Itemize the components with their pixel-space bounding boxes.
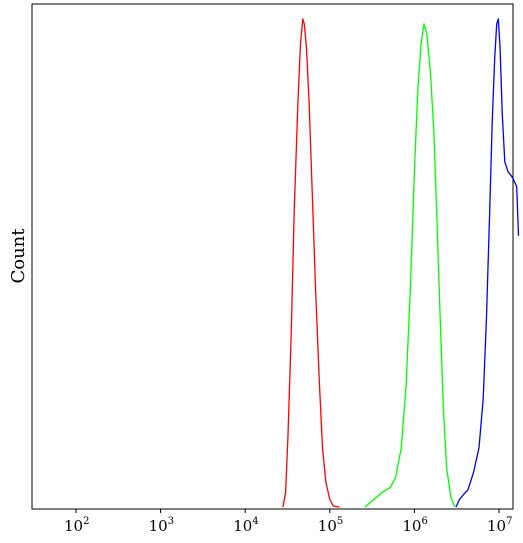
series-line-0 [282,18,340,508]
x-axis-tick-labels: 102 103 104 105 106 107 [64,516,512,535]
x-tick-label-0: 102 [64,516,89,535]
y-axis-label: Count [8,228,29,284]
x-tick-label-1: 103 [149,516,174,535]
series-line-1 [364,23,456,508]
x-tick-label-5: 107 [487,516,512,535]
x-tick-label-3: 105 [318,516,343,535]
x-tick-label-2: 104 [233,516,258,535]
x-axis-ticks [75,509,500,513]
plot-frame [31,3,514,510]
x-tick-label-4: 106 [402,516,427,535]
series-lines [282,18,520,508]
series-line-2 [455,18,520,508]
